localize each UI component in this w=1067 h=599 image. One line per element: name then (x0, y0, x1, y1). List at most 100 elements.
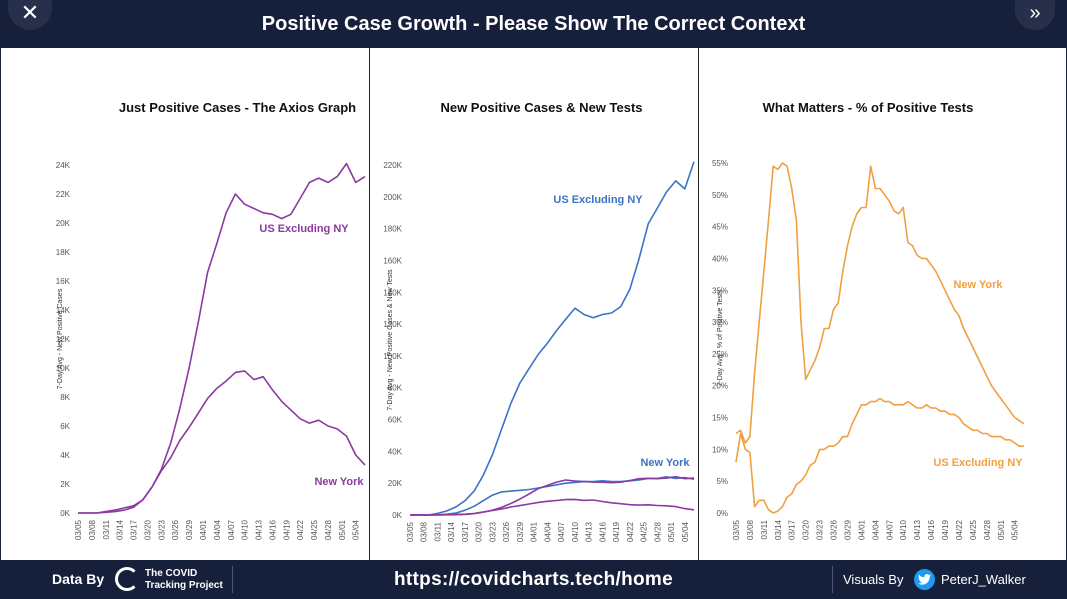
x-tick-label: 04/10 (571, 521, 580, 542)
series-label-new-york: New York (314, 476, 364, 488)
x-tick-label: 04/16 (598, 521, 607, 542)
x-tick-label: 04/16 (268, 519, 277, 540)
series-label-new-york: New York (953, 279, 1003, 291)
x-tick-label: 03/11 (760, 519, 769, 539)
x-tick-label: 04/28 (983, 519, 992, 540)
twitter-handle-link[interactable]: PeterJ_Walker (941, 572, 1026, 587)
series-line-0 (735, 162, 1025, 444)
x-tick-label: 03/26 (830, 519, 839, 540)
y-tick-label: 80K (388, 384, 403, 393)
x-tick-label: 04/19 (612, 521, 621, 542)
y-tick-label: 220K (383, 161, 402, 170)
y-tick-label: 18K (56, 248, 71, 257)
y-tick-label: 120K (383, 320, 402, 329)
x-tick-label: 05/04 (1011, 519, 1020, 540)
y-tick-label: 20K (388, 479, 403, 488)
panel-2-title: New Positive Cases & New Tests (440, 100, 643, 115)
series-label-us-excl-ny: US Excluding NY (933, 457, 1023, 469)
y-tick-label: 45% (712, 223, 728, 232)
y-tick-label: 25% (712, 350, 728, 359)
x-tick-label: 03/26 (502, 521, 511, 542)
x-tick-label: 04/01 (530, 521, 539, 542)
series-line-1 (78, 370, 366, 514)
y-tick-label: 20% (712, 382, 728, 391)
x-tick-label: 04/19 (282, 519, 291, 540)
chart-panel-2: 0K 20K 40K 60K 80K 100K 120K 140K 160K 180K 200K 22… (383, 161, 695, 542)
panel-divider (369, 48, 370, 560)
x-tick-label: 03/11 (102, 519, 111, 539)
data-source-name[interactable]: The COVID Tracking Project (145, 568, 223, 592)
x-tick-label: 03/17 (130, 519, 139, 540)
y-tick-label: 5% (716, 477, 728, 486)
x-tick-label: 03/20 (143, 519, 152, 540)
x-tick-label: 04/13 (913, 519, 922, 540)
x-tick-label: 03/08 (746, 519, 755, 540)
site-url-link[interactable]: https://covidcharts.tech/home (394, 569, 673, 590)
x-tick-label: 04/04 (543, 521, 552, 542)
y-tick-label: 10K (56, 364, 71, 373)
y-tick-label: 35% (712, 286, 728, 295)
x-tick-label: 04/07 (227, 519, 236, 540)
y-tick-label: 8K (60, 393, 70, 402)
charts-svg: 0K 2K 4K 6K 8K 10K 12K 14K 16K 18K 20K 22K 24K 7-Day … (56, 159, 1025, 542)
y-tick-label: 40K (388, 447, 403, 456)
x-tick-label: 03/05 (406, 521, 415, 542)
x-tick-label: 03/05 (74, 519, 83, 540)
x-tick-label: 03/14 (447, 521, 456, 542)
y-tick-label: 10% (712, 445, 728, 454)
visuals-by-label: Visuals By (843, 572, 904, 587)
x-tick-label: 05/01 (997, 519, 1006, 540)
x-tick-label: 05/01 (667, 521, 676, 542)
x-tick-label: 03/05 (732, 519, 741, 540)
x-tick-label: 04/22 (955, 519, 964, 540)
x-tick-label: 03/26 (171, 519, 180, 540)
y-tick-label: 140K (383, 288, 402, 297)
x-tick-label: 04/16 (927, 519, 936, 540)
y-tick-label: 12K (56, 335, 71, 344)
y-tick-label: 30% (712, 318, 728, 327)
y-tick-label: 22K (56, 190, 71, 199)
x-tick-label: 04/28 (324, 519, 333, 540)
x-tick-label: 04/10 (241, 519, 250, 540)
page-title: Positive Case Growth - Please Show The C… (261, 13, 806, 35)
y-axis-label: 7-Day Avg - % of Positive Tests (717, 289, 724, 387)
x-tick-label: 03/29 (843, 519, 852, 540)
twitter-icon[interactable] (914, 569, 935, 590)
y-tick-label: 6K (60, 422, 70, 431)
series-line-3 (410, 498, 695, 516)
x-tick-label: 03/14 (774, 519, 783, 540)
x-tick-label: 04/13 (585, 521, 594, 542)
x-tick-label: 04/04 (871, 519, 880, 540)
x-tick-label: 05/04 (352, 519, 361, 540)
y-tick-label: 16K (56, 277, 71, 286)
y-tick-label: 15% (712, 414, 728, 423)
y-tick-label: 2K (60, 480, 70, 489)
y-tick-label: 24K (56, 161, 71, 170)
x-tick-label: 04/28 (653, 521, 662, 542)
x-tick-label: 04/07 (885, 519, 894, 540)
y-tick-label: 4K (60, 451, 70, 460)
series-label-us-excl-ny: US Excluding NY (259, 223, 349, 235)
y-tick-label: 55% (712, 159, 728, 168)
y-tick-label: 100K (383, 352, 402, 361)
y-tick-label: 50% (712, 191, 728, 200)
series-line-1 (735, 397, 1024, 514)
x-tick-label: 04/10 (899, 519, 908, 540)
x-tick-label: 03/23 (157, 519, 166, 540)
x-tick-label: 03/20 (475, 521, 484, 542)
series-label-new-york: New York (640, 457, 690, 469)
x-tick-label: 03/14 (116, 519, 125, 540)
y-tick-label: 0K (392, 511, 402, 520)
x-tick-label: 04/01 (199, 519, 208, 540)
panel-3-title: What Matters - % of Positive Tests (762, 100, 974, 115)
data-source-line-2: Tracking Project (145, 580, 223, 591)
x-tick-label: 03/17 (788, 519, 797, 540)
x-tick-label: 04/07 (557, 521, 566, 542)
x-tick-label: 03/20 (802, 519, 811, 540)
x-tick-label: 04/22 (626, 521, 635, 542)
data-source-line-1: The COVID (145, 568, 198, 579)
y-tick-label: 180K (383, 225, 402, 234)
series-line-0 (78, 162, 366, 514)
x-tick-label: 04/01 (857, 519, 866, 540)
y-tick-label: 0K (60, 509, 70, 518)
